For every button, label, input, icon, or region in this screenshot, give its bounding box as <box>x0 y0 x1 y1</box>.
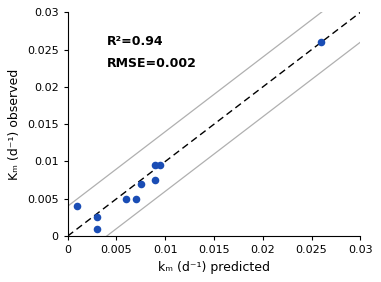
Point <box>152 178 158 182</box>
Point <box>157 163 163 168</box>
Point <box>74 204 80 208</box>
X-axis label: kₘ (d⁻¹) predicted: kₘ (d⁻¹) predicted <box>158 261 270 274</box>
Text: R²=0.94: R²=0.94 <box>107 35 163 48</box>
Point <box>94 215 100 220</box>
Point <box>318 40 324 45</box>
Y-axis label: Kₘ (d⁻¹) observed: Kₘ (d⁻¹) observed <box>8 69 21 180</box>
Text: RMSE=0.002: RMSE=0.002 <box>107 57 197 70</box>
Point <box>138 182 144 186</box>
Point <box>133 197 139 201</box>
Point <box>123 197 129 201</box>
Point <box>152 163 158 168</box>
Point <box>94 226 100 231</box>
